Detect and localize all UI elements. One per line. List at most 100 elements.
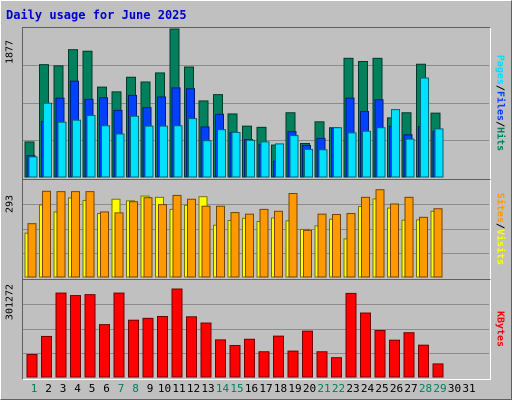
pages-bar (144, 125, 154, 178)
kbytes-bar (432, 363, 444, 378)
kbytes-bar (55, 292, 67, 378)
sites-bar (390, 203, 399, 278)
kbytes-bar (374, 330, 386, 378)
day-label: 20 (302, 382, 317, 395)
kbytes-bar (70, 295, 81, 378)
kbytes-bar (316, 351, 328, 378)
kbytes-bar (128, 319, 139, 378)
pages-bar (318, 149, 328, 178)
sites-bar (317, 213, 327, 278)
kbytes-bar (200, 322, 212, 378)
kbytes-bar (186, 316, 197, 378)
kbytes-bar (302, 330, 313, 378)
day-label: 12 (186, 382, 201, 395)
sites-bar (114, 212, 124, 278)
pages-bar (28, 156, 38, 178)
day-label: 25 (375, 382, 389, 395)
sites-bar (404, 196, 414, 278)
sites-bar (42, 190, 51, 278)
day-label: 8 (132, 382, 139, 395)
kbytes-bar (273, 335, 284, 378)
pages-bar (231, 131, 241, 178)
pages-bar (376, 127, 386, 178)
pages-bar (260, 141, 270, 178)
sites-bar (56, 191, 66, 278)
sites-bar (129, 201, 138, 278)
sites-bar (201, 205, 211, 278)
kbytes-bar (215, 339, 226, 378)
day-label: 14 (215, 382, 230, 395)
day-label: 27 (404, 382, 418, 395)
pages-bar (289, 135, 299, 178)
pages-bar (362, 130, 371, 178)
kbytes-bar (418, 344, 429, 378)
pages-bar (347, 132, 357, 178)
kbytes-bar (331, 357, 342, 378)
pages-bar (101, 125, 110, 178)
day-label: 15 (230, 382, 244, 395)
kbytes-bar (403, 332, 415, 378)
day-label: 24 (360, 382, 375, 395)
sites-bar (100, 211, 109, 278)
day-label: 28 (418, 382, 433, 395)
day-label: 22 (331, 382, 346, 395)
day-label: 3 (59, 382, 67, 395)
kbytes-bar (171, 288, 183, 378)
day-label: 17 (259, 382, 273, 395)
kbytes-bar (345, 292, 357, 378)
kbytes-bar (157, 315, 168, 378)
kbytes-bar (229, 344, 241, 378)
pages-bar (333, 127, 342, 178)
day-label: 16 (244, 382, 259, 395)
sites-bar (375, 189, 385, 278)
day-label: 21 (317, 382, 331, 395)
day-label: 29 (433, 382, 447, 395)
day-label: 18 (273, 382, 288, 395)
sites-bar (274, 210, 283, 278)
sites-bar (230, 212, 240, 278)
day-label: 2 (45, 382, 52, 395)
sites-bar (433, 208, 443, 278)
day-label: 11 (172, 382, 186, 395)
kbytes-bar (142, 317, 154, 378)
pages-bar (188, 118, 197, 178)
sites-bar (245, 213, 254, 278)
pages-bar (130, 115, 139, 178)
pages-bar (434, 128, 444, 178)
pages-bar (246, 139, 255, 178)
sites-bar (172, 194, 182, 278)
sites-bar (71, 191, 80, 278)
pages-bar (405, 138, 415, 178)
sites-bar (303, 229, 312, 278)
pages-bar (115, 133, 125, 178)
day-label: 6 (103, 382, 110, 395)
pages-bar (202, 140, 212, 178)
sites-bar (85, 191, 95, 278)
day-label: 9 (146, 382, 154, 395)
day-label: 10 (157, 382, 172, 395)
sites-bar (419, 216, 428, 278)
kbytes-bar (389, 339, 400, 378)
day-label: 26 (389, 382, 404, 395)
sites-bar (27, 223, 37, 278)
sites-bar (361, 196, 370, 278)
pages-bar (57, 121, 67, 178)
sites-bar (332, 213, 341, 278)
day-label: 5 (88, 382, 96, 395)
pages-bar (391, 109, 400, 178)
kbytes-bar (41, 335, 52, 378)
day-label: 4 (74, 382, 81, 395)
pages-bar (72, 119, 81, 178)
sites-bar (187, 198, 196, 278)
sites-bar (143, 197, 153, 278)
kbytes-bar (244, 338, 255, 378)
kbytes-bar (258, 351, 270, 378)
pages-bar (275, 143, 284, 178)
day-label: 19 (288, 382, 302, 395)
kbytes-bar (99, 324, 110, 378)
pages-bar (86, 114, 96, 178)
sites-bar (288, 193, 298, 278)
pages-bar (217, 129, 226, 178)
kbytes-bar (287, 350, 299, 378)
